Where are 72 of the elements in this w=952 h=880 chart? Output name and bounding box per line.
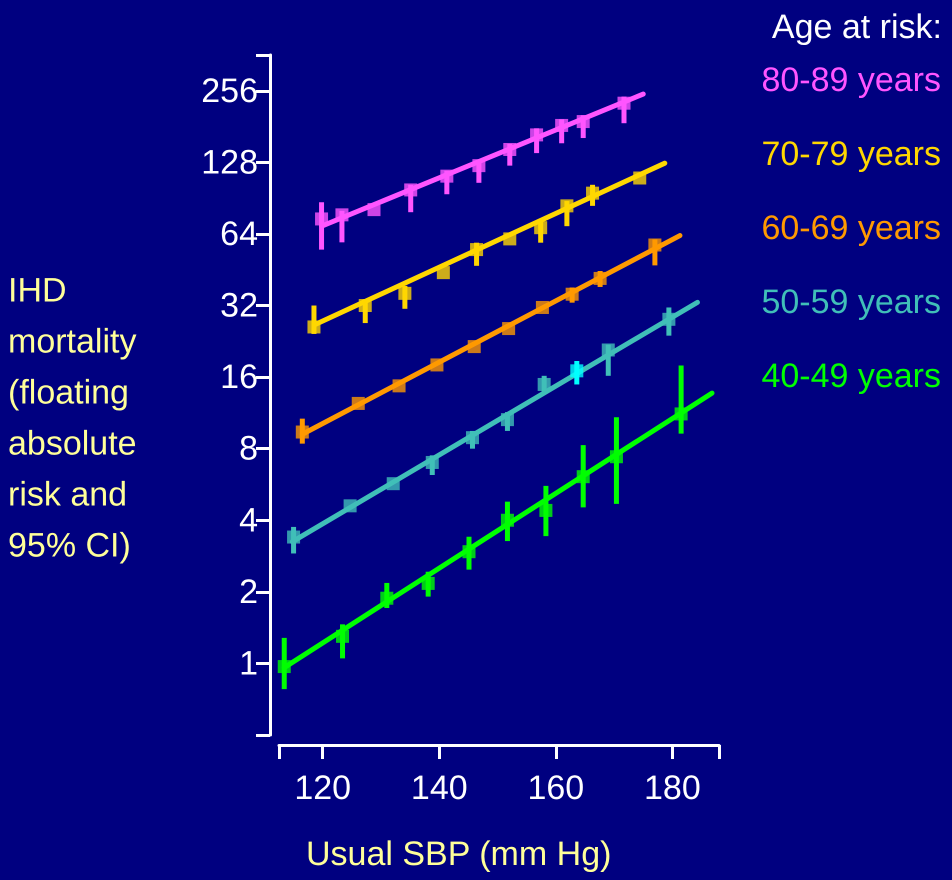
point [618,96,631,110]
point [404,183,418,196]
point [570,364,584,378]
point [503,142,516,156]
point [436,266,450,280]
point [633,172,646,185]
point [296,426,309,439]
point [278,660,291,674]
x-axis-title: Usual SBP (mm Hg) [306,835,612,873]
x-tick-label: 180 [644,769,701,807]
x-tick-label: 140 [410,769,468,807]
point [352,396,365,410]
y-tick-label: 16 [220,358,258,396]
point [422,576,435,590]
point [538,378,551,391]
x-tick-label: 120 [294,769,352,807]
point [307,320,320,334]
point [430,358,444,372]
point [335,208,348,222]
point [470,243,484,256]
point [358,299,372,312]
point [468,340,481,354]
point [502,322,516,336]
point [576,115,590,128]
point [648,238,662,252]
y-tick-label: 2 [239,572,258,611]
text: 40-49 years [761,357,941,395]
point [398,286,412,300]
point [344,499,357,512]
text: 50-59 years [761,283,941,321]
point [560,199,574,212]
point [500,413,514,426]
y-tick-label: 4 [239,501,258,540]
point [602,344,615,357]
point [594,272,607,285]
x-tick-label: 160 [527,769,584,807]
y-tick-label: 8 [239,430,258,468]
point [315,212,328,226]
point [555,118,568,132]
y-tick-label: 32 [220,286,258,325]
point [530,128,544,142]
y-tick-label: 128 [201,143,258,182]
point [462,545,476,558]
point [674,407,688,420]
point [566,288,579,301]
text: 80-89 years [761,61,941,99]
legend-title: Age at risk: [772,8,942,46]
point [500,514,514,527]
point [503,232,516,246]
point [539,504,552,517]
point [466,431,479,444]
text: 60-69 years [761,209,941,247]
point [367,203,380,216]
y-tick-label: 64 [220,214,258,253]
point [472,159,486,172]
point [534,221,548,234]
point [392,379,406,392]
point [380,592,394,605]
point [610,450,623,464]
point [440,170,454,183]
y-tick-label: 256 [201,72,258,110]
point [536,300,549,314]
point [386,477,400,490]
point [586,186,600,200]
y-axis-title: IHD mortality (floating absolute risk and 95% CI) [8,272,146,564]
point [576,470,590,484]
text: 70-79 years [761,135,941,173]
point [336,630,350,643]
point [662,312,676,326]
y-tick-label: 1 [239,644,258,682]
point [287,530,300,544]
point [426,456,439,469]
